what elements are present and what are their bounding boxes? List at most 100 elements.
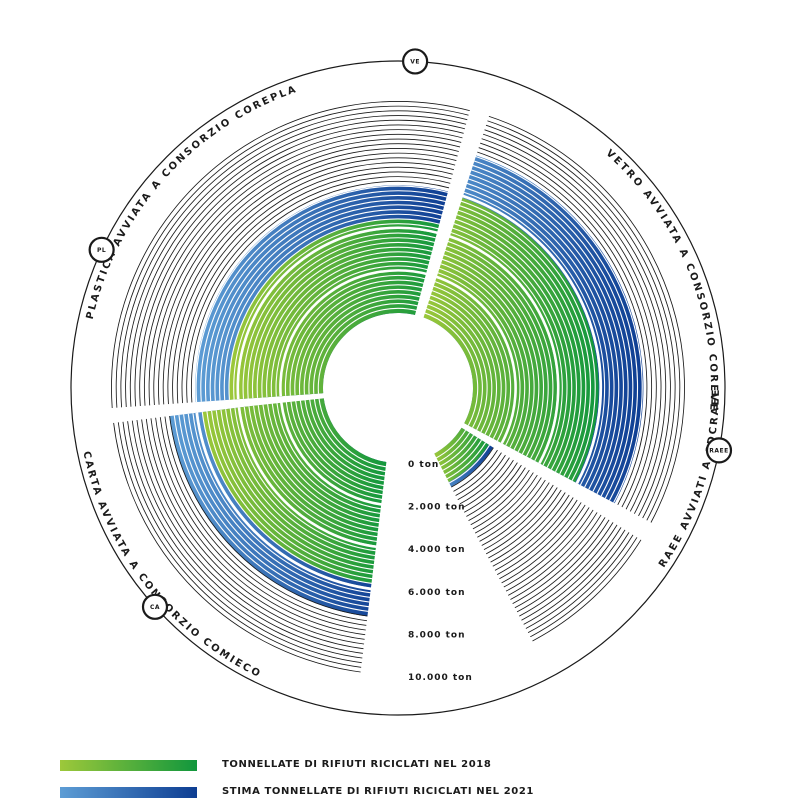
- ring-stripe: [159, 417, 369, 627]
- badge-raee: RAEE: [705, 437, 733, 464]
- ring-stripe: [139, 129, 465, 407]
- ring-stripe: [195, 185, 451, 403]
- ring-stripe: [155, 417, 369, 631]
- ring-stripe: [266, 256, 433, 398]
- tick-label: 8.000 ton: [408, 630, 466, 640]
- sector-gap: [107, 393, 326, 422]
- ring-stripe: [257, 405, 381, 529]
- ring-stripe: [463, 462, 518, 513]
- ring-stripe: [169, 415, 371, 617]
- ring-stripe: [443, 439, 482, 476]
- ring-stripe: [158, 148, 461, 405]
- ring-stripe: [298, 288, 424, 395]
- ring-stripe: [470, 469, 530, 526]
- ring-stripe: [183, 414, 372, 603]
- ring-stripe: [270, 260, 431, 397]
- ring-stripe: [530, 537, 638, 638]
- ring-stripe: [480, 132, 667, 514]
- ring-stripe: [233, 223, 441, 400]
- ring-stripe: [248, 406, 380, 538]
- badge-ve: VE: [402, 48, 429, 75]
- ring-stripe: [472, 472, 534, 530]
- badge-label-ca: CA: [150, 604, 160, 611]
- ring-stripe: [428, 293, 498, 435]
- badge-ca: CA: [141, 593, 169, 620]
- ring-stripe: [512, 517, 606, 604]
- ring-stripe: [289, 279, 427, 396]
- ring-stripe: [458, 199, 596, 481]
- ring-stripe: [276, 402, 384, 510]
- ring-stripe: [261, 251, 434, 398]
- ring-stripe: [243, 406, 380, 543]
- tick-gridline: [279, 269, 429, 397]
- ring-stripe: [488, 489, 562, 559]
- ring-stripe: [492, 494, 570, 567]
- ring-stripe: [459, 457, 510, 505]
- tick-gridline: [195, 412, 374, 591]
- ring-stripe: [477, 141, 657, 510]
- ring-stripe: [225, 409, 377, 561]
- ring-stripe: [516, 522, 614, 613]
- ring-stripe: [164, 416, 370, 622]
- ring-stripe: [173, 415, 371, 613]
- ring-stripe: [256, 246, 435, 398]
- ring-stripe: [505, 509, 594, 592]
- ring-stripe: [127, 421, 365, 659]
- ring-stripe: [439, 258, 535, 453]
- ring-stripe: [466, 464, 522, 517]
- tick-gridline: [447, 234, 560, 464]
- ring-stripe: [497, 499, 578, 575]
- ring-stripe: [162, 152, 459, 405]
- ring-stripe: [145, 418, 368, 641]
- sector-gap: [359, 460, 392, 679]
- ring-stripe: [441, 253, 540, 455]
- ring-stripe: [303, 293, 423, 395]
- ring-stripe: [423, 307, 483, 428]
- ring-stripe: [521, 527, 622, 621]
- ring-stripe: [448, 231, 563, 466]
- tick-label: 2.000 ton: [408, 503, 466, 513]
- ring-stripe: [438, 262, 530, 450]
- ring-stripe: [477, 477, 542, 538]
- ring-stripe: [435, 429, 467, 459]
- ring-stripe: [523, 529, 626, 625]
- ring-stripe: [153, 143, 462, 406]
- ring-stripe: [267, 403, 383, 519]
- legend-swatch-2021: [60, 787, 197, 798]
- outer-ring: [70, 60, 726, 716]
- ring-stripe: [125, 115, 469, 408]
- ring-stripe: [253, 405, 381, 533]
- ring-stripe: [136, 419, 367, 650]
- ring-stripe: [474, 474, 538, 534]
- tick-gridline: [237, 407, 379, 549]
- ring-stripe: [425, 302, 488, 431]
- radial-chart: 0 ton 2.000 ton 4.000 ton 6.000 ton 8.000 to…: [70, 48, 733, 716]
- sector-gap: [428, 451, 533, 650]
- ring-stripe: [494, 497, 574, 571]
- chart-layer: 0 ton 2.000 ton 4.000 ton 6.000 ton 8.000 to…: [70, 48, 733, 716]
- ring-stripe: [444, 244, 549, 459]
- ring-stripe: [476, 146, 652, 508]
- ring-stripe: [211, 410, 376, 575]
- ring-stripe: [485, 487, 558, 555]
- ring-stripe: [514, 519, 610, 609]
- ring-stripe: [457, 454, 506, 501]
- ring-stripe: [501, 504, 586, 584]
- ring-stripe: [452, 217, 577, 473]
- badge-pl: PL: [88, 236, 115, 263]
- ring-stripe: [134, 124, 467, 407]
- ring-stripe: [479, 479, 546, 542]
- ring-stripe: [113, 422, 364, 673]
- ring-stripe: [201, 411, 375, 585]
- badge-label-ve: VE: [410, 58, 420, 65]
- ring-stripe: [223, 213, 444, 401]
- tick-gridline: [236, 226, 440, 400]
- ring-stripe: [454, 213, 582, 475]
- sector-gap: [414, 105, 476, 319]
- ring-stripe: [482, 128, 671, 517]
- ring-stripe: [532, 539, 642, 642]
- ring-stripe: [463, 186, 610, 488]
- ring-stripe: [483, 484, 554, 551]
- ring-stripe: [508, 512, 598, 596]
- ring-stripe: [299, 399, 387, 487]
